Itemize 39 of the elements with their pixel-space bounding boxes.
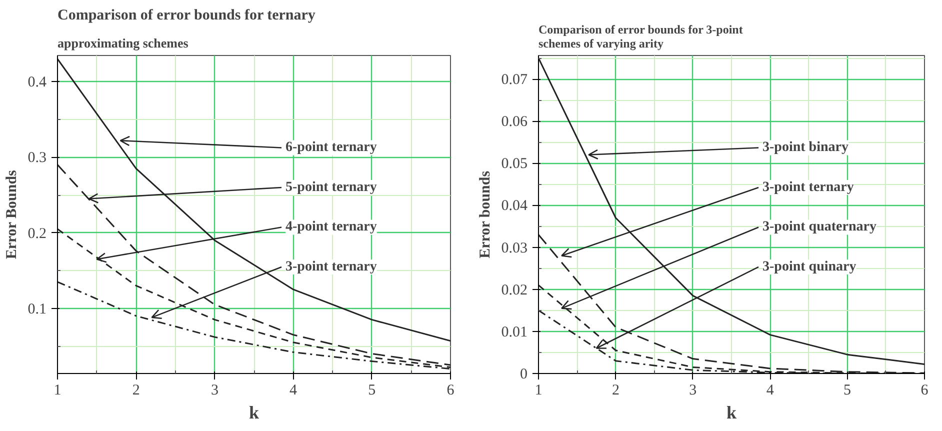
x-tick-label: 2 xyxy=(612,382,620,398)
annotation: 3-point quaternary xyxy=(762,220,876,235)
x-tick-label: 2 xyxy=(132,382,140,398)
y-tick-label: 0.3 xyxy=(28,150,46,166)
x-tick-label: 1 xyxy=(54,382,62,398)
x-tick-label: 3 xyxy=(210,382,218,398)
y-tick-label: 0.2 xyxy=(28,226,46,242)
annotation: 4-point ternary xyxy=(286,220,377,235)
y-tick-label: 0.1 xyxy=(28,301,46,318)
y-tick-label: 0.07 xyxy=(501,72,528,88)
x-axis-title: k xyxy=(248,402,260,422)
chart-title: Comparison of error bounds for ternary xyxy=(58,8,316,24)
annotation: 3-point binary xyxy=(762,140,848,156)
annotation: 3-point quinary xyxy=(762,259,856,274)
annotation: 3-point ternary xyxy=(762,180,854,195)
y-tick-label: 0.04 xyxy=(501,198,528,214)
x-tick-label: 5 xyxy=(844,382,852,398)
chart-title: Comparison of error bounds for 3-point schemes of varying arity xyxy=(538,22,743,50)
y-tick-label: 0.02 xyxy=(501,282,528,298)
x-tick-label: 3 xyxy=(689,382,697,398)
y-axis-title: Error Bounds xyxy=(4,170,20,260)
annotation: 6-point ternary xyxy=(286,140,377,156)
x-axis-title: k xyxy=(726,402,737,422)
x-tick-label: 5 xyxy=(368,382,376,398)
y-tick-label: 0.03 xyxy=(501,240,528,256)
y-tick-label: 0.06 xyxy=(501,114,528,130)
y-tick-label: 0.01 xyxy=(501,324,528,340)
x-tick-label: 1 xyxy=(534,382,542,398)
y-tick-label: 0.4 xyxy=(28,74,47,91)
x-tick-label: 6 xyxy=(446,382,455,398)
annotation: 3-point ternary xyxy=(286,259,377,274)
x-tick-label: 4 xyxy=(766,382,774,398)
x-tick-label: 4 xyxy=(290,382,298,398)
y-tick-label: 0.05 xyxy=(501,156,528,172)
annotation: 5-point ternary xyxy=(286,180,377,195)
y-axis-title: Error bounds xyxy=(477,170,494,258)
chart-subtitle: approximating schemes xyxy=(58,36,188,50)
x-tick-label: 6 xyxy=(920,382,929,398)
y-tick-label: 0 xyxy=(520,366,528,382)
